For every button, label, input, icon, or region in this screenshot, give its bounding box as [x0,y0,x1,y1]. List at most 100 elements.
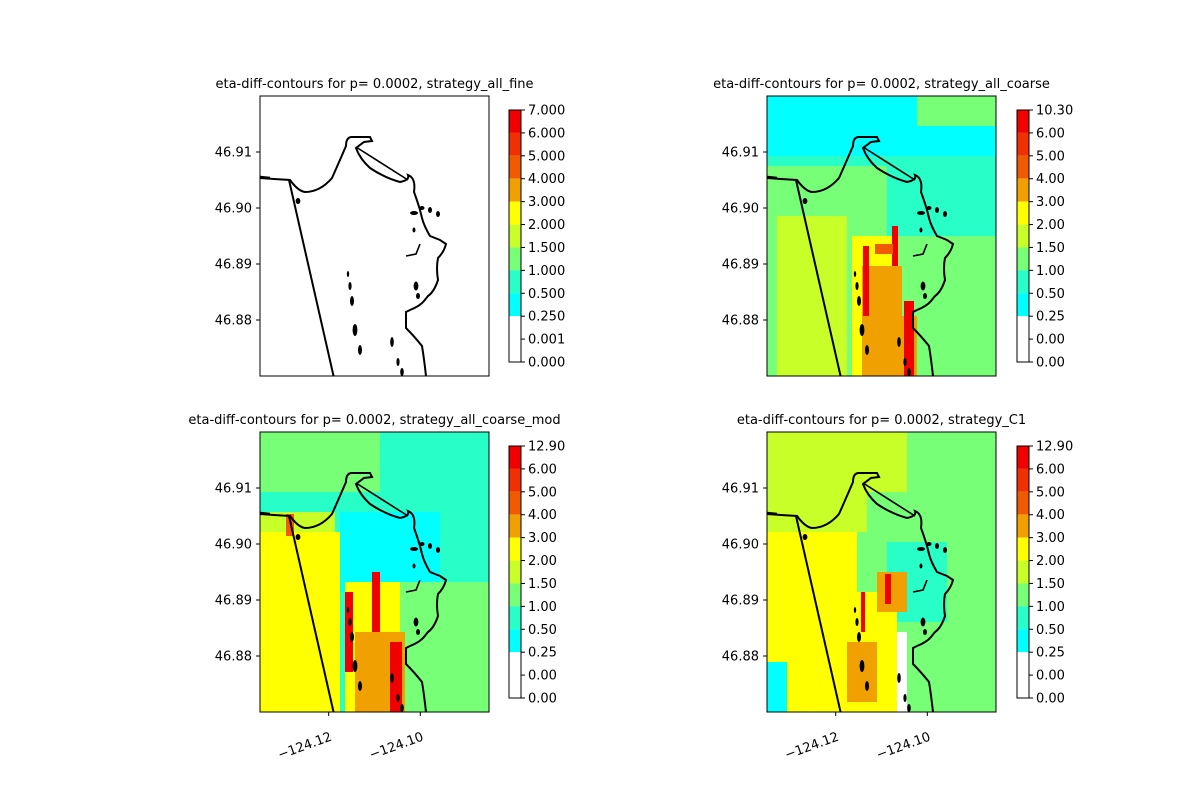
colorbar-tick-label: 0.000 [528,356,565,371]
colorbar-band [1017,491,1029,515]
colorbar-tick-label: 1.50 [528,577,557,592]
y-tick-label: 46.89 [215,594,252,609]
colorbar-tick-label: 1.500 [528,241,565,256]
colorbar-tick-label: 0.25 [1036,646,1065,661]
colorbar-tick-label: 0.00 [528,669,557,684]
colorbar-tick-label: 1.00 [1036,600,1065,615]
plot-area: 46.91 46.90 46.89 46.88 [215,95,490,377]
colorbar-frame [508,445,522,699]
colorbar: 12.90 6.00 5.00 4.00 3.00 2.00 1.50 1.00 0.50 0.2… [1016,440,1073,707]
colorbar-tick-label: 5.000 [528,149,565,164]
contour-region [372,572,380,632]
axes-frame [766,431,997,713]
y-tick-label: 46.88 [722,314,759,329]
contour-region [390,642,402,712]
colorbar-band [1017,629,1029,653]
y-tick-label: 46.88 [215,650,252,665]
subplot-title: eta-diff-contours for p= 0.0002, strateg… [713,77,1050,92]
colorbar-tick-label: 2.000 [528,218,565,233]
colorbar-tick-label: 6.00 [528,462,557,477]
colorbar-tick-label: 0.001 [528,333,565,348]
y-tick-label: 46.90 [722,202,759,217]
x-tick-label: −124.10 [875,730,933,763]
colorbar-band [509,629,521,653]
colorbar: 12.90 6.00 5.00 4.00 3.00 2.00 1.50 1.00 0.50 0.2… [508,440,565,707]
colorbar-band [509,132,521,156]
colorbar-tick-label: 6.000 [528,126,565,141]
colorbar-band [509,537,521,561]
colorbar-tick-label: 3.00 [1036,531,1065,546]
colorbar-band [1017,583,1029,607]
contour-region [767,662,787,712]
colorbar-tick-label: 4.000 [528,172,565,187]
colorbar-band [1017,110,1029,133]
colorbar-tick-label: 0.25 [528,646,557,661]
colorbar-band [1017,293,1029,317]
contour-region [892,226,898,266]
x-tick-label: −124.10 [368,730,426,763]
contour-region [767,492,867,532]
subplot-3: eta-diff-contours for p= 0.0002, strateg… [188,413,565,763]
colorbar-band [1017,247,1029,271]
colorbar-band [509,224,521,248]
colorbar: 10.30 6.00 5.00 4.00 3.00 2.00 1.50 1.00 0.50 0.2… [1016,104,1073,371]
colorbar-band [1017,155,1029,179]
colorbar-band [509,446,521,469]
subplot-2: eta-diff-contours for p= 0.0002, strateg… [713,77,1073,377]
colorbar-band [1017,316,1029,340]
colorbar-band [1017,339,1029,362]
colorbar-band [1017,201,1029,225]
contour-fill [260,432,489,712]
contour-fill [767,432,996,712]
colorbar-band [509,675,521,698]
colorbar-tick-label: 10.30 [1036,104,1073,119]
subplot-4: eta-diff-contours for p= 0.0002, strateg… [722,413,1073,763]
colorbar-band [509,247,521,271]
contour-region [767,432,907,492]
colorbar-tick-label: 12.90 [1036,440,1073,455]
contour-region [286,514,294,536]
colorbar-band [1017,606,1029,630]
colorbar-tick-label: 0.00 [1036,692,1065,707]
colorbar-band [509,491,521,515]
subplot-title: eta-diff-contours for p= 0.0002, strateg… [188,413,560,428]
contour-region [345,592,353,672]
colorbar-tick-label: 0.500 [528,287,565,302]
plot-area: 46.91 46.90 46.89 46.88 −124.12 −124.10 [215,431,490,763]
contour-region [400,582,489,712]
contour-region [861,592,865,632]
y-tick-label: 46.91 [215,482,252,497]
colorbar-band [509,316,521,340]
colorbar: 7.000 6.000 5.000 4.000 3.000 2.000 1.500 1.000… [508,104,565,371]
y-tick-label: 46.88 [722,650,759,665]
y-tick-label: 46.91 [722,482,759,497]
y-tick-label: 46.89 [722,258,759,273]
colorbar-tick-label: 5.00 [1036,149,1065,164]
subplot-title: eta-diff-contours for p= 0.0002, strateg… [215,77,533,92]
colorbar-band [509,293,521,317]
colorbar-tick-label: 0.250 [528,310,565,325]
colorbar-tick-label: 6.00 [1036,126,1065,141]
colorbar-band [509,270,521,294]
colorbar-band [1017,446,1029,469]
colorbar-tick-label: 0.50 [528,623,557,638]
colorbar-band [1017,560,1029,584]
colorbar-band [509,201,521,225]
colorbar-tick-label: 4.00 [1036,508,1065,523]
colorbar-tick-label: 2.00 [528,554,557,569]
colorbar-tick-label: 0.00 [528,692,557,707]
plot-area: 46.91 46.90 46.89 46.88 [722,95,997,377]
axes-frame [259,95,490,377]
colorbar-tick-label: 2.00 [1036,218,1065,233]
y-tick-label: 46.89 [722,594,759,609]
contour-region [863,246,869,316]
colorbar-band [1017,468,1029,492]
colorbar-tick-label: 0.50 [1036,287,1065,302]
colorbar-band [509,339,521,362]
colorbar-tick-label: 0.50 [1036,623,1065,638]
colorbar-tick-label: 0.00 [1036,356,1065,371]
contour-region [340,512,440,592]
y-tick-label: 46.91 [215,146,252,161]
y-tick-label: 46.90 [722,538,759,553]
